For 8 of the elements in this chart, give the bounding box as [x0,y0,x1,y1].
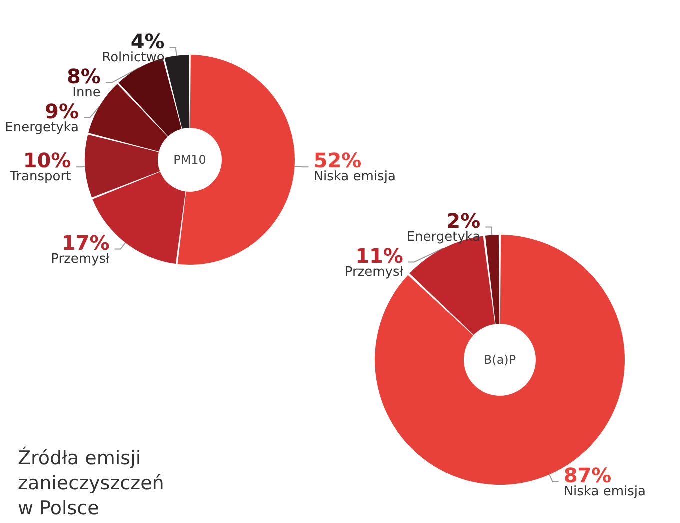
slice-label: Energetyka [406,230,481,245]
text: Źródła emisji zanieczyszczeń w Polsce [18,446,164,520]
text: PM10 [174,153,206,167]
slice-label: Rolnictwo [102,50,165,66]
slice-label: Niska emisja [564,484,646,500]
slice-label: Energetyka [5,120,80,136]
slice-label: Niska emisja [314,170,396,185]
text: B(a)P [484,353,516,367]
